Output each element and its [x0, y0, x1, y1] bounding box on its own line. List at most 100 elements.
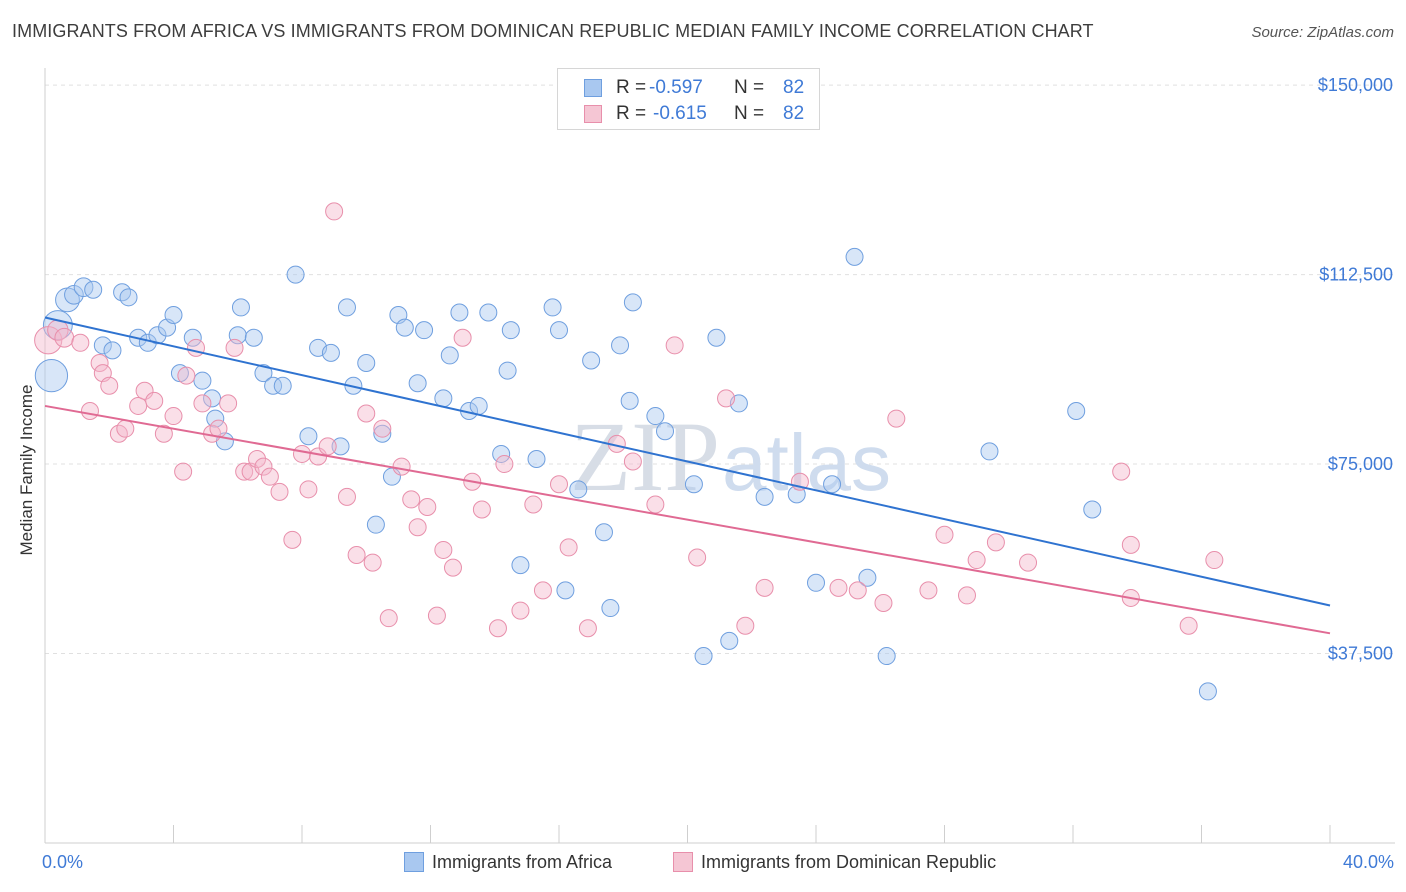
legend-item-africa[interactable]: Immigrants from Africa [404, 852, 612, 873]
point-s0-76 [877, 647, 896, 666]
point-s0-74 [845, 247, 864, 266]
trend-lines [44, 316, 1331, 635]
chart-title: IMMIGRANTS FROM AFRICA VS IMMIGRANTS FRO… [12, 21, 1094, 41]
point-s1-34 [325, 202, 344, 221]
point-s0-48 [492, 444, 511, 463]
point-s0-33 [337, 298, 356, 317]
point-s1-75 [967, 551, 986, 570]
point-s0-50 [498, 361, 517, 380]
point-s0-22 [231, 298, 250, 317]
point-s0-9 [119, 288, 138, 307]
point-s1-64 [717, 389, 736, 408]
point-s0-62 [623, 293, 642, 312]
y-tick-label-0: $37,500 [1328, 644, 1393, 664]
point-s0-43 [440, 346, 459, 365]
point-s1-5 [90, 354, 109, 372]
n-label: N = [734, 103, 765, 124]
legend-swatch-africa [404, 852, 424, 872]
point-s1-3 [71, 333, 90, 352]
point-s0-57 [582, 351, 601, 370]
point-s1-66 [755, 578, 774, 597]
x-tick-min: 0.0% [42, 852, 84, 872]
point-s1-57 [559, 538, 578, 557]
point-s1-16 [177, 366, 196, 385]
point-s1-48 [453, 328, 472, 347]
point-s1-37 [357, 404, 376, 423]
point-s0-80 [1198, 682, 1217, 701]
point-s1-36 [347, 546, 366, 564]
point-s1-29 [283, 530, 302, 549]
point-s0-6 [93, 336, 112, 355]
point-s1-71 [887, 409, 906, 428]
point-s0-31 [331, 437, 350, 456]
point-s0-63 [646, 407, 665, 426]
point-s0-75 [858, 568, 877, 587]
point-s0-61 [620, 391, 639, 410]
point-s1-55 [533, 581, 552, 600]
r-label: R = [616, 77, 647, 98]
legend-swatch-dominican [673, 852, 693, 872]
point-s1-45 [427, 606, 446, 625]
point-s1-76 [986, 533, 1005, 552]
point-s1-15 [174, 462, 193, 481]
axes [44, 68, 1395, 844]
data-points [34, 202, 1224, 701]
point-s1-70 [874, 594, 893, 612]
point-s1-17 [186, 338, 205, 357]
point-s0-5 [84, 280, 103, 299]
point-s1-28 [270, 482, 289, 501]
legend-item-dominican[interactable]: Immigrants from Dominican Republic [673, 852, 996, 873]
point-s1-26 [254, 457, 273, 476]
point-s0-14 [164, 306, 183, 324]
point-s1-54 [524, 495, 543, 514]
point-s1-65 [736, 616, 755, 635]
point-s0-51 [511, 556, 530, 575]
point-s0-47 [479, 303, 498, 322]
trend-line-1 [44, 404, 1331, 635]
point-s1-4 [80, 402, 99, 420]
point-s1-61 [646, 495, 665, 514]
point-s0-0 [34, 358, 69, 393]
point-s1-51 [488, 619, 507, 638]
point-s0-27 [286, 265, 305, 284]
gridlines [45, 84, 1395, 655]
point-s0-30 [321, 343, 340, 362]
n-value: 82 [783, 103, 805, 124]
dominican-swatch [584, 105, 602, 123]
point-s1-79 [1121, 535, 1140, 554]
point-s1-69 [848, 581, 867, 600]
point-s0-17 [193, 371, 212, 390]
source-credit: Source: ZipAtlas.com [1251, 24, 1394, 41]
point-s0-28 [299, 427, 318, 446]
y-tick-label-1: $75,000 [1328, 454, 1393, 474]
point-s1-72 [919, 581, 938, 600]
point-s0-7 [103, 341, 122, 360]
watermark-zip: ZIP [570, 401, 720, 512]
point-s1-41 [392, 457, 411, 476]
point-s0-23 [244, 328, 263, 347]
point-s1-78 [1112, 462, 1131, 481]
point-s1-27 [260, 467, 279, 486]
point-s1-23 [235, 462, 254, 481]
point-s0-26 [273, 376, 292, 395]
point-s1-62 [665, 336, 684, 355]
point-s1-11 [135, 381, 154, 400]
point-s0-56 [569, 480, 588, 499]
point-s1-68 [829, 578, 848, 597]
point-s0-58 [594, 523, 613, 542]
point-s1-14 [164, 407, 183, 426]
point-s1-22 [225, 338, 244, 357]
point-s0-24 [254, 364, 273, 383]
point-s0-67 [707, 328, 726, 347]
legend-label-dominican: Immigrants from Dominican Republic [701, 852, 997, 872]
n-value: 82 [783, 77, 805, 98]
watermark-atlas: atlas [722, 418, 891, 507]
point-s0-42 [434, 389, 453, 408]
point-s0-66 [694, 647, 713, 666]
point-s0-64 [656, 422, 675, 441]
point-s1-73 [935, 525, 954, 544]
point-s0-68 [720, 631, 739, 650]
point-s1-21 [219, 394, 238, 413]
point-s1-58 [578, 619, 597, 638]
point-s0-59 [601, 599, 620, 618]
